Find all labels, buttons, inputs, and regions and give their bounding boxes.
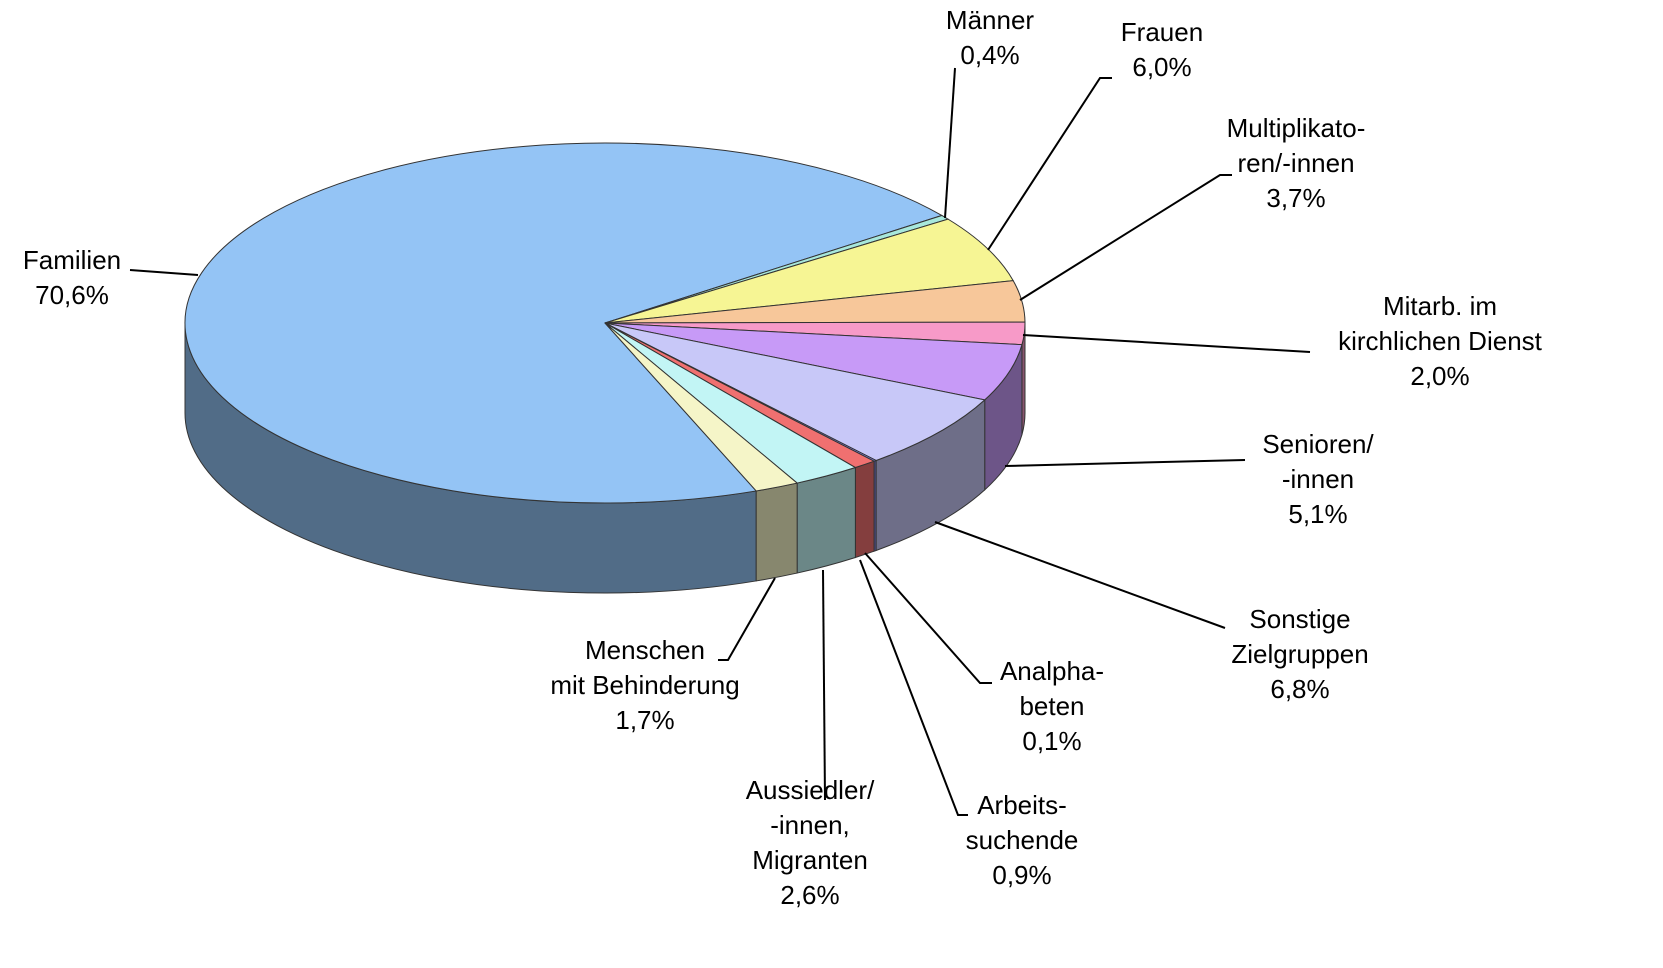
- leader-line: [944, 67, 956, 219]
- pie-slice: [604, 322, 986, 462]
- category-label: Migranten: [752, 845, 868, 875]
- leader-line: [129, 269, 199, 276]
- category-label: mit Behinderung: [550, 670, 739, 700]
- category-label: Familien: [23, 245, 121, 275]
- pie-slice: [604, 322, 799, 492]
- pie-slice: [184, 142, 944, 504]
- category-label: Männer: [946, 5, 1034, 35]
- category-label: Sonstige: [1249, 604, 1350, 634]
- value-label: 0,1%: [1022, 726, 1081, 756]
- category-label: -innen,: [770, 810, 850, 840]
- category-label: Arbeits-: [977, 790, 1067, 820]
- category-label: Multiplikato-: [1227, 113, 1366, 143]
- pie-side: [755, 482, 798, 582]
- leader-line: [822, 569, 826, 801]
- category-label: -innen: [1282, 464, 1354, 494]
- slice-label: Frauen 6,0%: [1121, 17, 1203, 82]
- value-label: 70,6%: [35, 280, 109, 310]
- slice-label: Arbeits-suchende 0,9%: [966, 790, 1079, 890]
- slice-label: Analpha-beten 0,1%: [1000, 656, 1104, 756]
- category-label: Frauen: [1121, 17, 1203, 47]
- category-label: Aussiedler/: [746, 775, 875, 805]
- leader-line: [934, 521, 1226, 629]
- value-label: 6,0%: [1132, 52, 1191, 82]
- pie-side: [796, 466, 856, 574]
- pie-side: [854, 460, 875, 559]
- leader-line: [859, 559, 968, 816]
- value-label: 0,9%: [992, 860, 1051, 890]
- value-label: 3,7%: [1266, 183, 1325, 213]
- slice-label: Senioren/ -innen 5,1%: [1262, 429, 1374, 529]
- leader-line: [718, 577, 776, 661]
- category-label: Menschen: [585, 635, 705, 665]
- category-label: suchende: [966, 825, 1079, 855]
- value-label: 5,1%: [1288, 499, 1347, 529]
- category-label: Zielgruppen: [1231, 639, 1368, 669]
- value-label: 2,6%: [780, 880, 839, 910]
- slice-label: Familien 70,6%: [23, 245, 121, 310]
- category-label: Analpha-: [1000, 656, 1104, 686]
- value-label: 0,4%: [960, 40, 1019, 70]
- leader-line: [864, 552, 992, 684]
- slice-label: Mitarb. im kirchlichen Dienst 2,0%: [1338, 291, 1543, 391]
- category-label: beten: [1019, 691, 1084, 721]
- pie-slice: [604, 218, 1014, 324]
- slice-label: Sonstige Zielgruppen 6,8%: [1231, 604, 1368, 704]
- category-label: Mitarb. im: [1383, 291, 1497, 321]
- category-label: kirchlichen Dienst: [1338, 326, 1543, 356]
- slice-label: Menschen mit Behinderung 1,7%: [550, 635, 739, 735]
- category-label: ren/-innen: [1237, 148, 1354, 178]
- leader-line: [1019, 174, 1232, 301]
- value-label: 6,8%: [1270, 674, 1329, 704]
- leader-line: [1022, 334, 1311, 353]
- slice-label: Multiplikato-ren/-innen 3,7%: [1227, 113, 1366, 213]
- leader-line: [1004, 459, 1246, 467]
- leader-line: [987, 77, 1112, 251]
- value-label: 2,0%: [1410, 361, 1469, 391]
- slice-label: Aussiedler/ -innen, Migranten 2,6%: [746, 775, 875, 910]
- category-label: Senioren/: [1262, 429, 1374, 459]
- slice-label: Männer 0,4%: [946, 5, 1034, 70]
- value-label: 1,7%: [615, 705, 674, 735]
